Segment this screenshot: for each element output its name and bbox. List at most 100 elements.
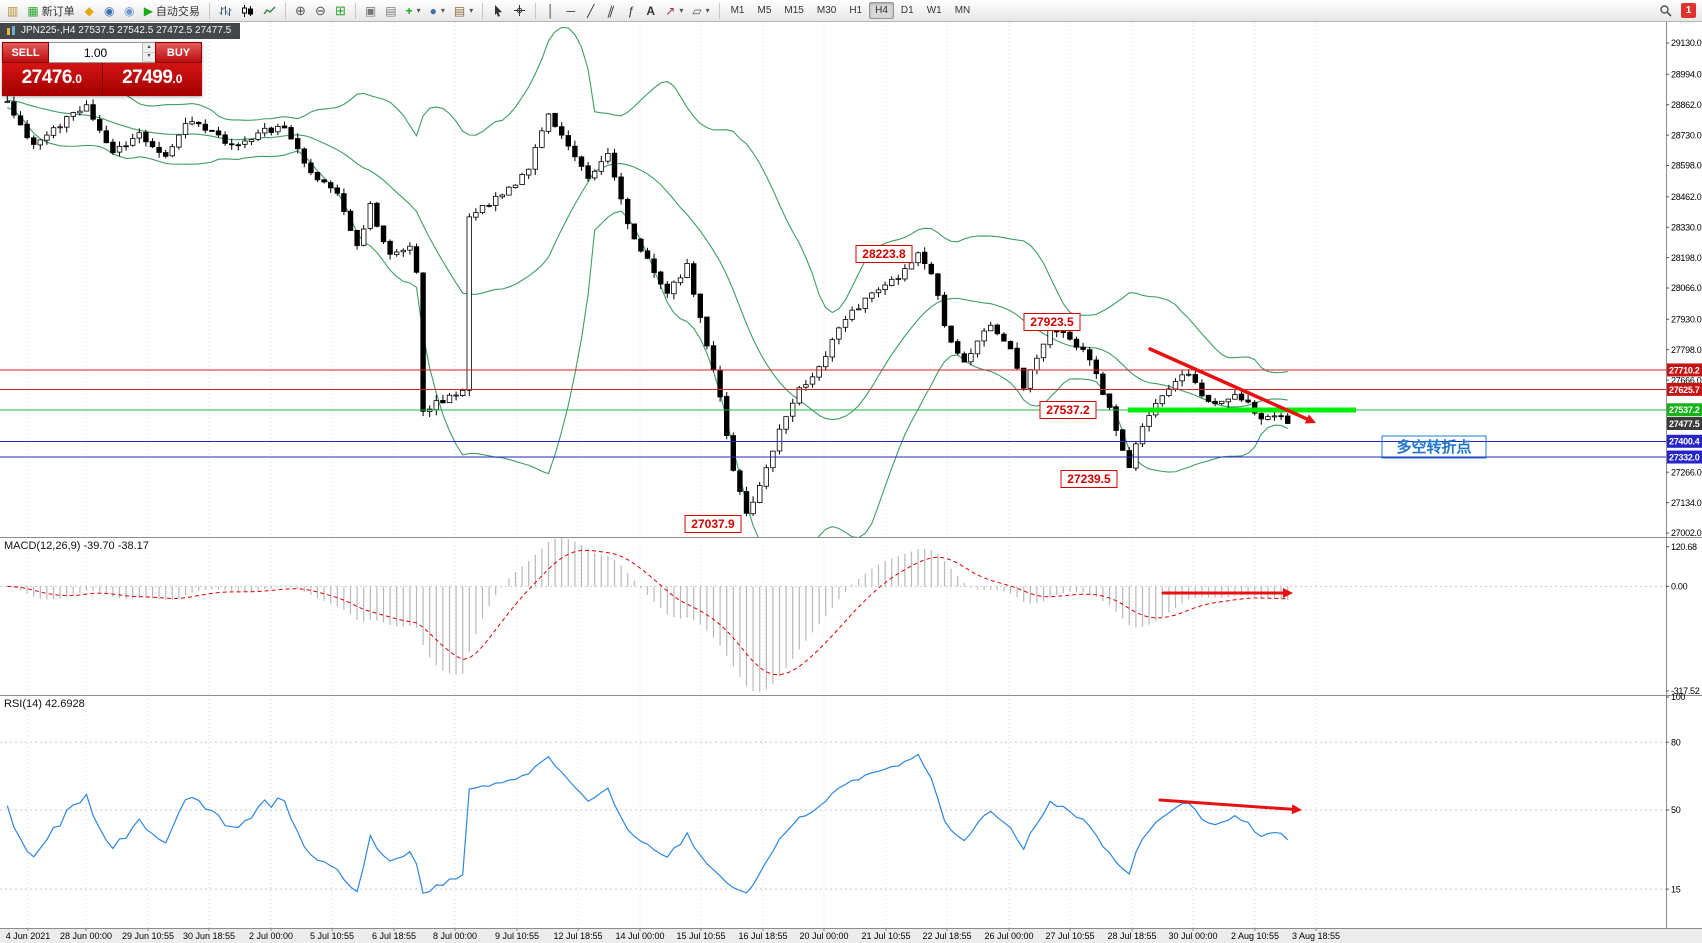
volume-input[interactable] <box>49 43 142 62</box>
chart-tab-icon <box>7 25 15 35</box>
svg-text:28730.0: 28730.0 <box>1671 130 1702 140</box>
zoom-in-icon[interactable]: ⊕ <box>294 3 306 18</box>
arrows-tool-button[interactable]: ↗ ▾ <box>665 3 684 18</box>
channel-tool-icon[interactable]: ∥ <box>605 3 617 18</box>
price-callout <box>1023 313 1081 331</box>
volume-up-icon[interactable]: ▴ <box>143 43 155 53</box>
cascade-windows-icon[interactable]: ▣ <box>364 3 377 18</box>
toolbar-right-zone: 1 <box>1655 2 1699 20</box>
trendline-tool-icon[interactable]: ╱ <box>587 3 595 18</box>
svg-text:27537.2: 27537.2 <box>1669 405 1700 415</box>
zoom-out-icon[interactable]: ⊖ <box>314 3 326 18</box>
new-order-button[interactable]: ▦ 新订单 <box>23 2 78 20</box>
navigator-icon[interactable]: ◉ <box>123 3 135 18</box>
new-order-label: 新订单 <box>41 5 75 18</box>
line-chart-icon[interactable] <box>259 2 280 20</box>
svg-text:8 Jul 00:00: 8 Jul 00:00 <box>433 931 477 941</box>
volume-down-icon[interactable]: ▾ <box>143 52 155 62</box>
svg-text:29130.0: 29130.0 <box>1671 38 1702 48</box>
notification-badge[interactable]: 1 <box>1681 3 1696 18</box>
price-callout <box>684 515 742 533</box>
timeframe-h4-button[interactable]: H4 <box>869 2 894 19</box>
svg-text:27400.4: 27400.4 <box>1669 437 1700 447</box>
svg-text:15: 15 <box>1671 884 1681 894</box>
price-callout <box>1060 470 1118 488</box>
horizontal-line-tool-icon[interactable]: ─ <box>566 3 576 18</box>
dropdown-icon: ▾ <box>469 6 474 15</box>
vertical-line-tool-icon[interactable]: │ <box>547 3 555 18</box>
svg-text:14 Jul 00:00: 14 Jul 00:00 <box>615 931 664 941</box>
timeframe-h1-button[interactable]: H1 <box>843 2 868 19</box>
buy-price: 27499 <box>122 67 173 88</box>
svg-text:27537.2: 27537.2 <box>1046 403 1090 417</box>
candlestick-chart-icon[interactable] <box>237 2 258 20</box>
svg-text:28994.0: 28994.0 <box>1671 70 1702 80</box>
new-chart-plus-button[interactable]: + ▾ <box>405 3 421 18</box>
data-window-icon[interactable]: ◉ <box>103 3 115 18</box>
bar-chart-icon[interactable] <box>215 2 236 20</box>
volume-stepper[interactable]: ▴ ▾ <box>142 43 155 62</box>
toolbar-separator <box>284 2 286 19</box>
svg-text:3 Aug 18:55: 3 Aug 18:55 <box>1292 931 1340 941</box>
price-callout <box>1039 401 1097 419</box>
svg-text:20 Jul 00:00: 20 Jul 00:00 <box>799 931 848 941</box>
timeframe-mn-button[interactable]: MN <box>949 2 977 19</box>
svg-text:28462.0: 28462.0 <box>1671 192 1702 202</box>
text-tool-icon[interactable]: A <box>646 3 656 18</box>
timeframe-d1-button[interactable]: D1 <box>895 2 920 19</box>
svg-text:26 Jul 00:00: 26 Jul 00:00 <box>984 931 1033 941</box>
timeframe-m15-button[interactable]: M15 <box>778 2 809 19</box>
dropdown-icon: ▾ <box>679 6 684 15</box>
svg-text:5 Jul 10:55: 5 Jul 10:55 <box>310 931 354 941</box>
svg-text:2 Jul 00:00: 2 Jul 00:00 <box>249 931 293 941</box>
crosshair-tool-icon[interactable] <box>509 2 530 20</box>
timeframe-m1-button[interactable]: M1 <box>725 2 751 19</box>
price-axis: 29130.0 28994.0 28862.0 28730.0 28598.0 28462… <box>1666 38 1702 894</box>
svg-text:28223.8: 28223.8 <box>862 247 906 261</box>
timeframe-m5-button[interactable]: M5 <box>752 2 778 19</box>
toolbar-separator <box>535 2 537 19</box>
market-watch-icon[interactable]: ◆ <box>84 3 94 18</box>
svg-text:27 Jul 10:55: 27 Jul 10:55 <box>1045 931 1094 941</box>
chart-settings-button[interactable]: ▤ ▾ <box>453 3 474 18</box>
autotrade-button[interactable]: ▶ 自动交易 <box>140 2 204 20</box>
fibonacci-tool-icon[interactable]: ƒ <box>627 3 635 18</box>
timeframe-m30-button[interactable]: M30 <box>811 2 842 19</box>
arrange-windows-icon[interactable]: ▤ <box>385 3 397 18</box>
svg-text:27666.0: 27666.0 <box>1671 375 1702 385</box>
autotrade-play-icon: ▶ <box>143 3 153 18</box>
trade-panel-prices: 27476.0 27499.0 <box>2 63 202 96</box>
buy-price-button[interactable]: 27499.0 <box>102 63 202 96</box>
sell-price-button[interactable]: 27476.0 <box>2 63 103 96</box>
new-chart-window-icon[interactable]: ▥ <box>7 3 19 18</box>
timeframe-w1-button[interactable]: W1 <box>921 2 948 19</box>
autotrade-label: 自动交易 <box>155 5 200 18</box>
tile-windows-icon[interactable]: ⊞ <box>334 3 346 18</box>
svg-text:-317.52: -317.52 <box>1671 686 1700 696</box>
svg-text:16 Jul 18:55: 16 Jul 18:55 <box>738 931 787 941</box>
toolbar-separator <box>208 2 210 19</box>
buy-button[interactable]: BUY <box>155 42 202 63</box>
toolbar-separator <box>354 2 356 19</box>
chart-title-tab[interactable]: JPN225-,H4 27537.5 27542.5 27472.5 27477… <box>0 23 241 39</box>
svg-text:9 Jul 10:55: 9 Jul 10:55 <box>495 931 539 941</box>
svg-text:27239.5: 27239.5 <box>1067 472 1111 486</box>
svg-text:27625.7: 27625.7 <box>1669 385 1700 395</box>
profiles-button[interactable]: ● ▾ <box>429 3 445 18</box>
svg-text:21 Jul 10:55: 21 Jul 10:55 <box>861 931 910 941</box>
shapes-tool-button[interactable]: ▱ ▾ <box>692 3 710 18</box>
svg-text:27037.9: 27037.9 <box>691 517 735 531</box>
sell-button[interactable]: SELL <box>2 42 49 63</box>
cursor-tool-icon[interactable] <box>488 2 508 20</box>
svg-text:27002.0: 27002.0 <box>1671 528 1702 538</box>
svg-text:0.00: 0.00 <box>1671 582 1688 592</box>
dropdown-icon: ▾ <box>705 6 710 15</box>
svg-text:30 Jun 18:55: 30 Jun 18:55 <box>183 931 235 941</box>
search-icon[interactable] <box>1655 2 1676 20</box>
svg-text:4 Jun 2021: 4 Jun 2021 <box>6 931 51 941</box>
svg-text:28066.0: 28066.0 <box>1671 283 1702 293</box>
svg-text:28598.0: 28598.0 <box>1671 161 1702 171</box>
trade-panel-controls: SELL ▴ ▾ BUY <box>2 42 202 63</box>
rsi-label: RSI(14) 42.6928 <box>4 698 85 710</box>
